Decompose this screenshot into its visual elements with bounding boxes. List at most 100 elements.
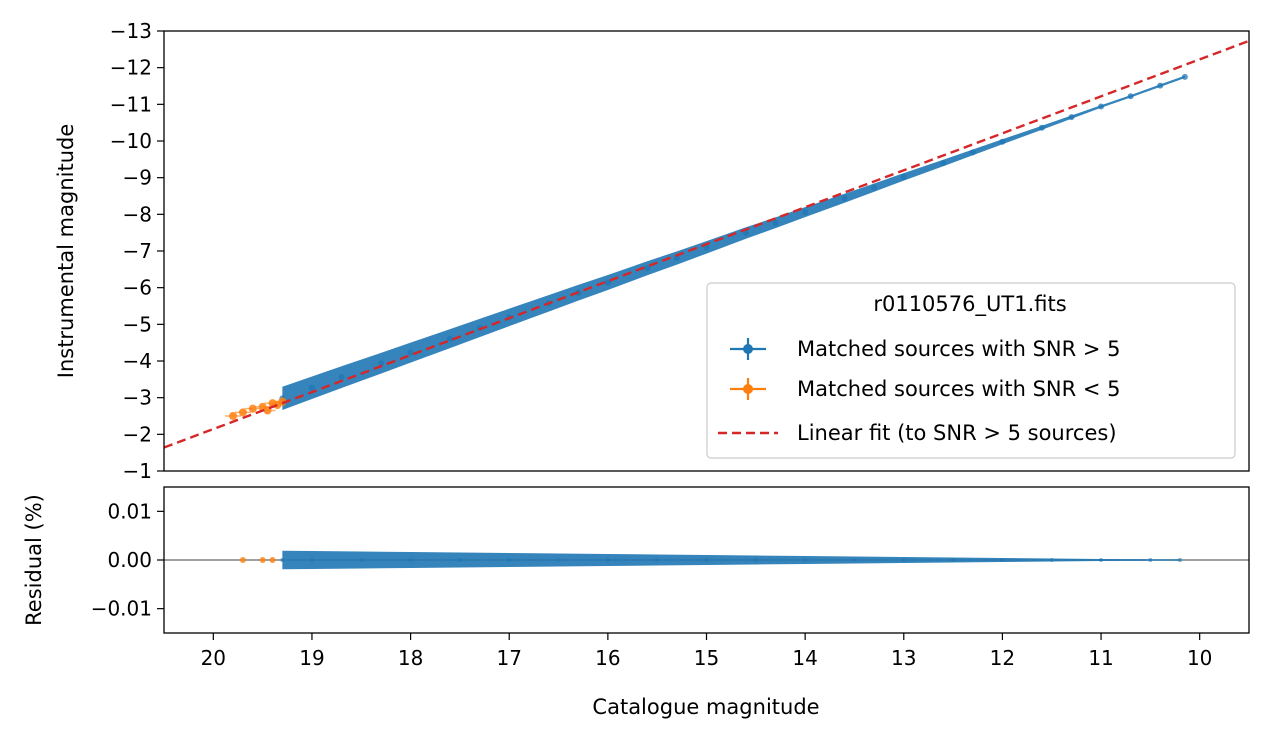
residual-point-snr-high <box>704 558 709 562</box>
data-point-snr-high <box>940 160 947 166</box>
residual-band-snr-high <box>282 550 1180 570</box>
legend: r0110576_UT1.fits Matched sources with S… <box>706 282 1236 459</box>
x-tick-label: 20 <box>201 646 226 670</box>
data-point-snr-high <box>604 279 611 286</box>
y-tick-label: 0.00 <box>107 548 152 572</box>
top-panel: −13 −12 −11 −10 −9 −8 −7 −6 −5 −4 −3 −2 −1 Instrumen… <box>54 19 1250 483</box>
data-point-snr-high <box>673 254 680 261</box>
data-point-snr-high <box>644 265 651 272</box>
data-point-snr-low <box>238 408 247 417</box>
data-point-snr-high <box>772 219 779 226</box>
data-point-snr-high <box>802 209 809 216</box>
bottom-x-axis: 20 19 18 17 16 15 14 13 12 11 10 <box>201 633 1212 670</box>
data-point-snr-high <box>1181 73 1188 80</box>
legend-title: r0110576_UT1.fits <box>873 292 1066 317</box>
data-point-snr-high <box>308 384 315 391</box>
x-tick-label: 19 <box>299 646 324 670</box>
y-tick-label: −2 <box>123 422 152 446</box>
y-tick-label: −0.01 <box>91 597 152 621</box>
data-point-snr-high <box>447 335 454 342</box>
residual-point-snr-high <box>1148 558 1153 562</box>
data-point-snr-high <box>969 149 976 156</box>
y-tick-label: −12 <box>110 56 152 80</box>
residual-point-snr-high <box>1177 558 1182 562</box>
top-plot-area <box>164 39 1249 449</box>
y-tick-label: −10 <box>110 129 152 153</box>
residual-point-snr-high <box>309 558 314 562</box>
data-point-snr-high <box>999 138 1006 145</box>
residual-point-snr-high <box>753 558 758 562</box>
data-point-snr-high <box>338 374 345 381</box>
residual-point-snr-high <box>655 558 660 562</box>
residual-point-snr-high <box>951 558 956 562</box>
y-tick-label: −3 <box>123 386 152 410</box>
data-point-snr-high <box>407 349 414 356</box>
x-tick-label: 15 <box>694 646 719 670</box>
x-tick-label: 18 <box>398 646 423 670</box>
bottom-y-axis-label: Residual (%) <box>22 494 46 626</box>
y-tick-label: −1 <box>123 459 152 483</box>
legend-label-snr-high: Matched sources with SNR > 5 <box>797 337 1121 361</box>
x-tick-label: 11 <box>1088 646 1113 670</box>
legend-label-linear-fit: Linear fit (to SNR > 5 sources) <box>797 421 1117 445</box>
data-point-snr-low <box>229 412 238 420</box>
residual-point-snr-low <box>259 557 266 563</box>
x-tick-label: 10 <box>1187 646 1212 670</box>
legend-entry-linear-fit: Linear fit (to SNR > 5 sources) <box>718 421 1117 445</box>
x-axis-label: Catalogue magnitude <box>592 695 819 719</box>
x-tick-label: 13 <box>891 646 916 670</box>
y-tick-label: −6 <box>123 276 152 300</box>
residual-point-snr-high <box>901 558 906 562</box>
data-point-snr-high <box>900 173 907 180</box>
legend-marker-orange <box>743 384 753 394</box>
data-point-snr-high <box>1127 93 1134 100</box>
data-point-snr-high <box>871 184 878 191</box>
residual-point-snr-high <box>359 558 364 562</box>
residual-point-snr-high <box>280 558 285 562</box>
residual-point-snr-high <box>605 558 610 562</box>
data-point-snr-high <box>378 360 384 367</box>
data-point-snr-high <box>1157 82 1164 89</box>
legend-entry-snr-low: Matched sources with SNR < 5 <box>730 377 1121 401</box>
y-tick-label: −13 <box>110 19 152 43</box>
residual-point-snr-high <box>408 558 413 562</box>
legend-marker-blue <box>743 344 753 354</box>
residual-point-snr-high <box>1099 558 1104 562</box>
y-tick-label: −5 <box>123 312 152 336</box>
x-tick-label: 12 <box>990 646 1015 670</box>
y-tick-label: −11 <box>110 92 152 116</box>
legend-box <box>706 282 1236 459</box>
top-y-axis-label: Instrumental magnitude <box>54 124 78 379</box>
residual-point-snr-high <box>803 558 808 562</box>
residual-point-snr-high <box>507 558 512 562</box>
residual-point-snr-low <box>269 557 276 563</box>
residual-point-snr-high <box>1000 558 1005 562</box>
data-point-snr-high <box>841 195 848 202</box>
data-point-snr-high <box>1098 103 1105 110</box>
y-tick-label: −4 <box>123 349 152 373</box>
legend-entry-snr-high: Matched sources with SNR > 5 <box>730 337 1121 361</box>
x-tick-label: 17 <box>497 646 522 670</box>
snr-high-band <box>282 75 1185 411</box>
data-point-snr-high <box>742 230 749 237</box>
residual-point-snr-high <box>852 558 857 562</box>
y-tick-label: −9 <box>123 166 152 190</box>
linear-fit-line <box>164 39 1249 449</box>
residual-point-snr-high <box>556 558 561 562</box>
legend-label-snr-low: Matched sources with SNR < 5 <box>797 377 1121 401</box>
bottom-panel: 0.01 0.00 −0.01 20 19 18 17 16 15 14 13 12 11 10 Res… <box>22 486 1250 719</box>
data-point-snr-low <box>248 404 257 413</box>
residual-point-snr-high <box>457 558 462 562</box>
x-tick-label: 16 <box>595 646 620 670</box>
data-point-snr-high <box>1068 114 1075 121</box>
top-y-axis: −13 −12 −11 −10 −9 −8 −7 −6 −5 −4 −3 −2 −1 <box>110 19 164 483</box>
residual-point-snr-high <box>1049 558 1054 562</box>
residual-point-snr-low <box>239 557 246 563</box>
data-point-snr-high <box>1038 124 1045 131</box>
y-tick-label: −7 <box>123 239 152 263</box>
bottom-y-axis: 0.01 0.00 −0.01 <box>91 499 164 621</box>
y-tick-label: 0.01 <box>107 499 152 523</box>
y-tick-label: −8 <box>123 202 152 226</box>
bottom-plot-area <box>164 550 1249 570</box>
